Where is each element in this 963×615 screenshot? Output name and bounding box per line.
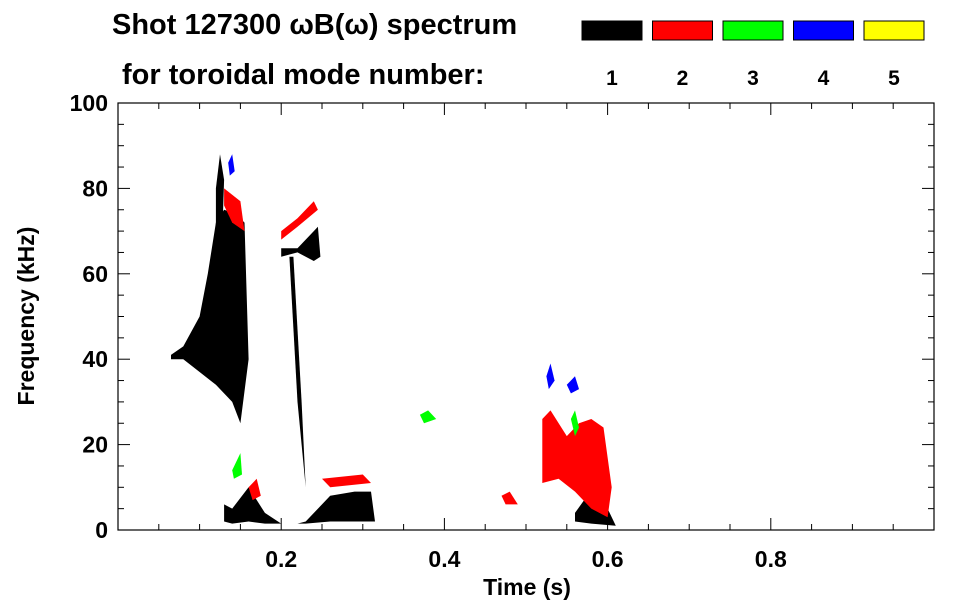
x-tick-label: 0.6 <box>592 546 624 572</box>
spectral-region-mode-1 <box>224 487 375 524</box>
legend-swatch-mode-2 <box>652 20 713 41</box>
spectral-region-mode-2 <box>248 478 261 501</box>
y-tick-label: 0 <box>95 517 108 543</box>
axis-ticks: 0 20 40 60 80 100 0.2 0.4 0.6 0.8 <box>70 90 934 572</box>
spectral-region-mode-2 <box>542 410 612 518</box>
y-tick-label: 60 <box>82 261 108 287</box>
x-tick-label: 0.8 <box>755 546 787 572</box>
x-tick-label: 0.4 <box>428 546 460 572</box>
legend-swatch-mode-4 <box>793 20 854 41</box>
y-tick-label: 20 <box>82 432 108 458</box>
legend-label-mode-2: 2 <box>677 67 689 90</box>
legend-swatch-mode-5 <box>863 20 925 41</box>
legend-label-mode-5: 5 <box>888 67 900 90</box>
chart-title: Shot 127300 ωB(ω) spectrum <box>112 9 517 41</box>
spectral-region-mode-2 <box>322 474 371 488</box>
spectral-region-mode-4 <box>566 376 579 394</box>
legend: 1 2 3 4 5 <box>581 20 925 90</box>
legend-label-mode-3: 3 <box>747 67 759 90</box>
spectral-region-mode-3 <box>570 410 579 437</box>
spectral-region-mode-1 <box>289 256 306 488</box>
spectral-region-mode-1 <box>215 154 225 232</box>
y-axis-label: Frequency (kHz) <box>13 227 39 406</box>
chart-subtitle: for toroidal mode number: <box>122 59 485 91</box>
spectrum-regions <box>171 154 616 526</box>
spectral-region-mode-4 <box>546 363 555 390</box>
spectral-region-mode-2 <box>281 201 318 240</box>
x-axis-label: Time (s) <box>483 574 571 600</box>
y-tick-label: 80 <box>82 175 108 201</box>
spectral-region-mode-4 <box>228 154 235 176</box>
legend-label-mode-1: 1 <box>606 67 618 90</box>
legend-label-mode-4: 4 <box>818 67 830 90</box>
y-tick-label: 100 <box>70 90 108 116</box>
spectral-region-mode-3 <box>419 410 437 424</box>
legend-swatch-mode-1 <box>581 20 643 41</box>
y-tick-label: 40 <box>82 346 108 372</box>
spectral-region-mode-2 <box>501 491 518 505</box>
legend-swatch-mode-3 <box>722 20 784 41</box>
spectral-region-mode-1 <box>281 226 321 261</box>
x-tick-label: 0.2 <box>265 546 297 572</box>
spectral-region-mode-2 <box>224 188 245 232</box>
spectral-region-mode-3 <box>232 453 242 479</box>
spectral-region-mode-1 <box>171 209 249 424</box>
